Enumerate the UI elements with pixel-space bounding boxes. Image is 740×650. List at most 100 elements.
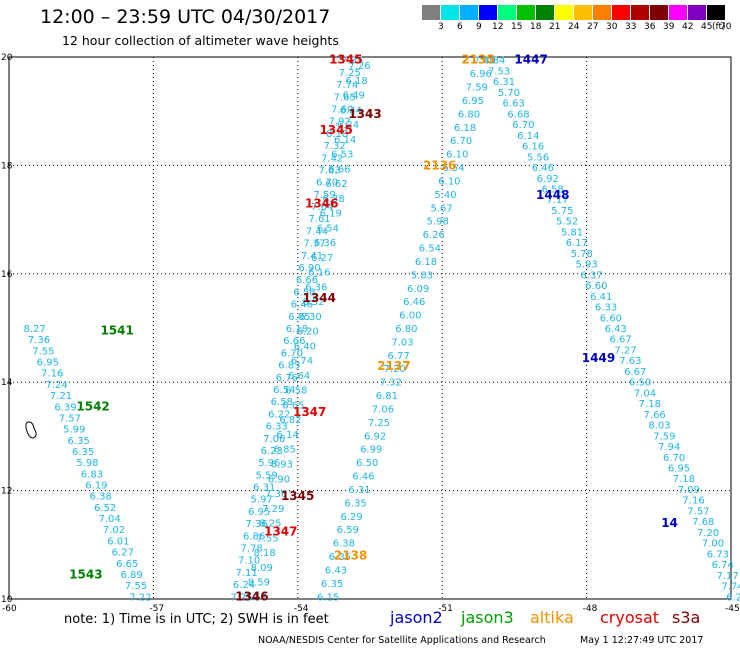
wave-height-value: 6.35 — [321, 579, 343, 590]
wave-height-value: 6.54 — [273, 385, 295, 396]
wave-height-value: 7.22 — [129, 592, 151, 603]
wave-height-value: 6.14 — [517, 131, 539, 142]
wave-height-value: 7.94 — [658, 442, 680, 453]
colorbar-swatch — [498, 5, 517, 20]
wave-height-value: 6.24 — [337, 120, 359, 131]
wave-height-value: 7.32 — [324, 141, 346, 152]
colorbar-swatch — [517, 5, 536, 20]
wave-height-value: 6.22 — [268, 409, 290, 420]
wave-height-value: 6.10 — [438, 176, 460, 187]
wave-height-value: 6.36 — [305, 282, 327, 293]
y-tick-label: 10 — [1, 595, 13, 605]
colorbar-label: 21 — [549, 22, 561, 32]
colorbar-swatch — [612, 5, 631, 20]
wave-height-value: 5.75 — [551, 206, 573, 217]
colorbar-label: (ft) — [712, 22, 726, 32]
wave-height-value: 7.21 — [50, 391, 72, 402]
colorbar-label: 12 — [492, 22, 504, 32]
wave-height-value: 6.96 — [470, 69, 492, 80]
wave-height-value: 6.65 — [282, 400, 304, 411]
wave-height-value: 7.36 — [28, 335, 50, 346]
wave-height-value: 5.98 — [427, 217, 449, 228]
wave-height-value: 6.19 — [320, 209, 342, 220]
wave-height-value: 6.68 — [507, 109, 529, 120]
wave-height-value: 6.89 — [121, 570, 143, 581]
wave-height-value: 6.82 — [279, 415, 301, 426]
wave-height-value: 7.68 — [692, 517, 714, 528]
wave-height-value: 7.59 — [466, 83, 488, 94]
wave-height-value: 6.83 — [278, 361, 300, 372]
wave-height-value: 8.03 — [648, 421, 670, 432]
colorbar-label: 45 — [701, 22, 713, 32]
wave-height-value: 6.74 — [712, 560, 734, 571]
colorbar-swatch — [574, 5, 593, 20]
y-tick-label: 12 — [1, 487, 12, 497]
x-tick-label: -51 — [438, 604, 453, 614]
wave-height-value: 6.70 — [512, 120, 534, 131]
generation-timestamp: May 1 12:27:49 UTC 2017 — [580, 635, 704, 646]
wave-height-value: 7.41 — [301, 251, 323, 262]
wave-height-value: 6.86 — [243, 531, 265, 542]
wave-height-value: 7.20 — [384, 364, 406, 375]
wave-height-value: 7.35 — [341, 56, 363, 67]
colorbar-label: 6 — [457, 22, 463, 32]
wave-height-value: 5.52 — [556, 217, 578, 228]
colorbar-swatch — [479, 5, 498, 20]
wave-height-value: 7.63 — [318, 165, 340, 176]
wave-height-value: 7.64 — [311, 202, 333, 213]
wave-height-value: 6.38 — [90, 492, 112, 503]
wave-height-value: 6.14 — [276, 430, 298, 441]
wave-height-value: 6.63 — [503, 99, 525, 110]
wave-height-value: 7.18 — [639, 399, 661, 410]
island-outline — [25, 421, 37, 439]
wave-height-value: 8.59 — [248, 578, 270, 589]
wave-height-value: 6.90 — [268, 474, 290, 485]
wave-height-value: 5.97 — [251, 495, 273, 506]
wave-height-value: 7.40 — [473, 56, 495, 67]
wave-height-value: 6.80 — [395, 324, 417, 335]
wave-height-value: 7.29 — [262, 504, 284, 515]
colorbar-swatch — [650, 5, 669, 20]
wave-height-value: 6.90 — [298, 263, 320, 274]
wave-height-value: 6.16 — [308, 268, 330, 279]
wave-height-value: 5.67 — [430, 203, 452, 214]
pass-time-label: 1345 — [281, 489, 314, 503]
wave-height-value: 7.55 — [125, 581, 147, 592]
wave-height-value: 6.70 — [663, 453, 685, 464]
pass-time-label: 1343 — [348, 107, 381, 121]
y-tick-label: 20 — [1, 53, 13, 63]
wave-height-value: 6.80 — [458, 109, 480, 120]
wave-height-value: 6.15 — [317, 592, 339, 603]
wave-height-value: 7.60 — [331, 104, 353, 115]
wave-height-value: 7.53 — [488, 66, 510, 77]
wave-height-value: 6.35 — [329, 552, 351, 563]
wave-height-value: 6.58 — [293, 287, 315, 298]
wave-height-value: 6.83 — [81, 469, 103, 480]
colorbar-label: 42 — [682, 22, 694, 32]
wave-height-value: 6.95 — [248, 507, 270, 518]
wave-height-value: 6.35 — [72, 447, 94, 458]
pass-time-label: 1449 — [582, 351, 615, 365]
pass-time-label: 1345 — [329, 53, 362, 67]
wave-height-value: 7.61 — [308, 214, 330, 225]
wave-height-value: 8.18 — [326, 129, 348, 140]
pass-time-label: 2137 — [377, 359, 410, 373]
wave-height-value: 6.67 — [624, 367, 646, 378]
pass-time-label: 2138 — [334, 549, 367, 563]
credit-text: NOAA/NESDIS Center for Satellite Applica… — [258, 635, 546, 646]
colorbar — [422, 5, 726, 20]
wave-height-value: 6.59 — [337, 525, 359, 536]
wave-height-value: 5.81 — [561, 227, 583, 238]
wave-height-value: 6.92 — [364, 431, 386, 442]
x-tick-label: -57 — [149, 604, 164, 614]
wave-height-value: 6.38 — [322, 194, 344, 205]
wave-height-value: 7.16 — [682, 496, 704, 507]
legend-altika: altika — [530, 608, 574, 627]
wave-height-value: 7.00 — [702, 539, 724, 550]
wave-height-value: 7.42 — [321, 153, 343, 164]
wave-height-value: 7.74 — [336, 80, 358, 91]
colorbar-label: 3 — [438, 22, 444, 32]
wave-height-value: 5.99 — [63, 425, 85, 436]
wave-height-value: 7.06 — [372, 404, 394, 415]
wave-height-value: 6.36 — [314, 238, 336, 249]
